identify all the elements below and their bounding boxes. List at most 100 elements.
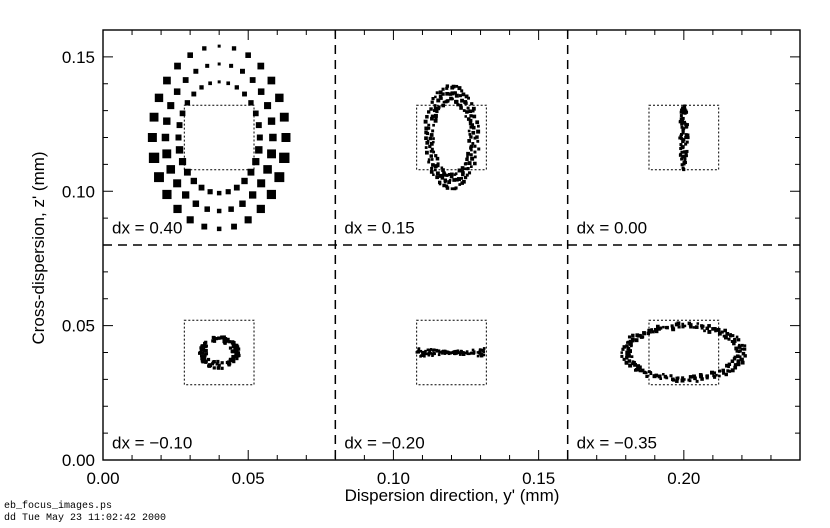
spot-point xyxy=(482,347,486,350)
spot-point xyxy=(622,357,626,361)
axis-ticks xyxy=(102,29,801,461)
spot-point xyxy=(235,354,239,358)
spot-point xyxy=(438,94,443,99)
spot-point xyxy=(729,334,733,338)
spot-point xyxy=(441,352,444,355)
spot-point xyxy=(647,370,651,374)
spot-point xyxy=(475,120,480,125)
reference-box-5 xyxy=(648,319,720,386)
spot-point xyxy=(432,109,436,113)
spot-point xyxy=(443,178,448,183)
spot-point xyxy=(245,52,251,58)
spot-point xyxy=(479,352,482,356)
spot-point xyxy=(620,351,623,354)
spot-point xyxy=(681,139,685,143)
spot-point xyxy=(710,370,714,375)
spot-point xyxy=(711,327,715,331)
spot-point xyxy=(469,352,473,355)
spot-point xyxy=(676,376,680,379)
spot-point xyxy=(692,326,696,329)
spot-point xyxy=(424,146,428,149)
spot-point xyxy=(252,110,259,117)
spot-point xyxy=(682,168,686,172)
spot-point xyxy=(464,94,469,99)
spot-point xyxy=(632,360,636,365)
spot-point xyxy=(464,351,468,355)
spot-point xyxy=(227,360,231,364)
spot-point xyxy=(684,154,688,158)
spot-point xyxy=(681,376,685,380)
spot-point xyxy=(448,178,452,182)
spot-point xyxy=(249,77,256,83)
spot-point xyxy=(687,378,691,382)
spot-point xyxy=(472,352,476,355)
spot-point xyxy=(732,357,737,361)
spot-point xyxy=(235,346,240,350)
spot-point xyxy=(680,125,684,129)
spot-point xyxy=(430,116,434,121)
spot-point xyxy=(463,100,468,104)
spot-point xyxy=(166,165,176,174)
spot-point xyxy=(424,126,429,131)
spot-point xyxy=(716,327,721,332)
spot-point xyxy=(279,112,289,122)
spot-point xyxy=(654,329,659,334)
spot-point xyxy=(214,337,219,341)
y-tick-label: 0.15 xyxy=(62,48,95,67)
spot-point xyxy=(682,138,686,142)
spot-point xyxy=(680,378,685,383)
spot-point xyxy=(724,335,728,340)
spot-point xyxy=(444,184,449,188)
spot-point xyxy=(435,348,439,352)
spot-point xyxy=(460,89,464,93)
spot-point xyxy=(463,175,468,180)
spot-point xyxy=(275,93,284,103)
spot-point xyxy=(682,161,686,165)
spot-point xyxy=(731,334,735,338)
spot-point xyxy=(684,109,688,113)
panel-label-1: dx = 0.15 xyxy=(344,218,414,237)
spot-1 xyxy=(423,84,481,191)
spot-gap xyxy=(217,346,222,359)
spot-point xyxy=(178,158,187,166)
spot-point xyxy=(228,206,234,212)
spot-point xyxy=(743,354,747,358)
spot-point xyxy=(192,200,200,207)
spot-point xyxy=(728,370,732,373)
spot-point xyxy=(281,133,291,142)
spot-point xyxy=(435,175,440,180)
spot-point xyxy=(450,187,454,191)
spot-point xyxy=(433,164,438,169)
spot-point xyxy=(228,346,233,350)
spot-point xyxy=(252,158,260,166)
spot-point xyxy=(670,324,674,328)
spot-point xyxy=(231,223,237,230)
spot-point xyxy=(432,137,435,140)
reference-box-1 xyxy=(416,104,487,171)
spot-point xyxy=(678,136,682,140)
spot-point xyxy=(161,133,170,142)
spot-point xyxy=(468,122,473,126)
spot-point xyxy=(228,340,232,344)
spot-point xyxy=(695,379,699,383)
spot-point xyxy=(217,336,221,340)
y-tick-label: 0.00 xyxy=(62,451,95,470)
spot-point xyxy=(235,344,239,348)
spot-point xyxy=(649,371,653,374)
spot-point xyxy=(721,368,725,373)
spot-point xyxy=(233,346,237,351)
spot-point xyxy=(718,374,721,378)
spot-point xyxy=(182,191,190,199)
spot-point xyxy=(457,86,462,91)
spot-point xyxy=(239,200,246,207)
spot-point xyxy=(725,331,730,336)
spot-point xyxy=(682,127,686,131)
spot-point xyxy=(441,92,445,96)
spot-point xyxy=(204,344,208,348)
spot-point xyxy=(438,351,441,354)
spot-point xyxy=(461,92,466,97)
spot-point xyxy=(722,334,726,338)
spot-point xyxy=(204,206,210,212)
spot-point xyxy=(430,147,434,151)
spot-point xyxy=(438,173,443,178)
